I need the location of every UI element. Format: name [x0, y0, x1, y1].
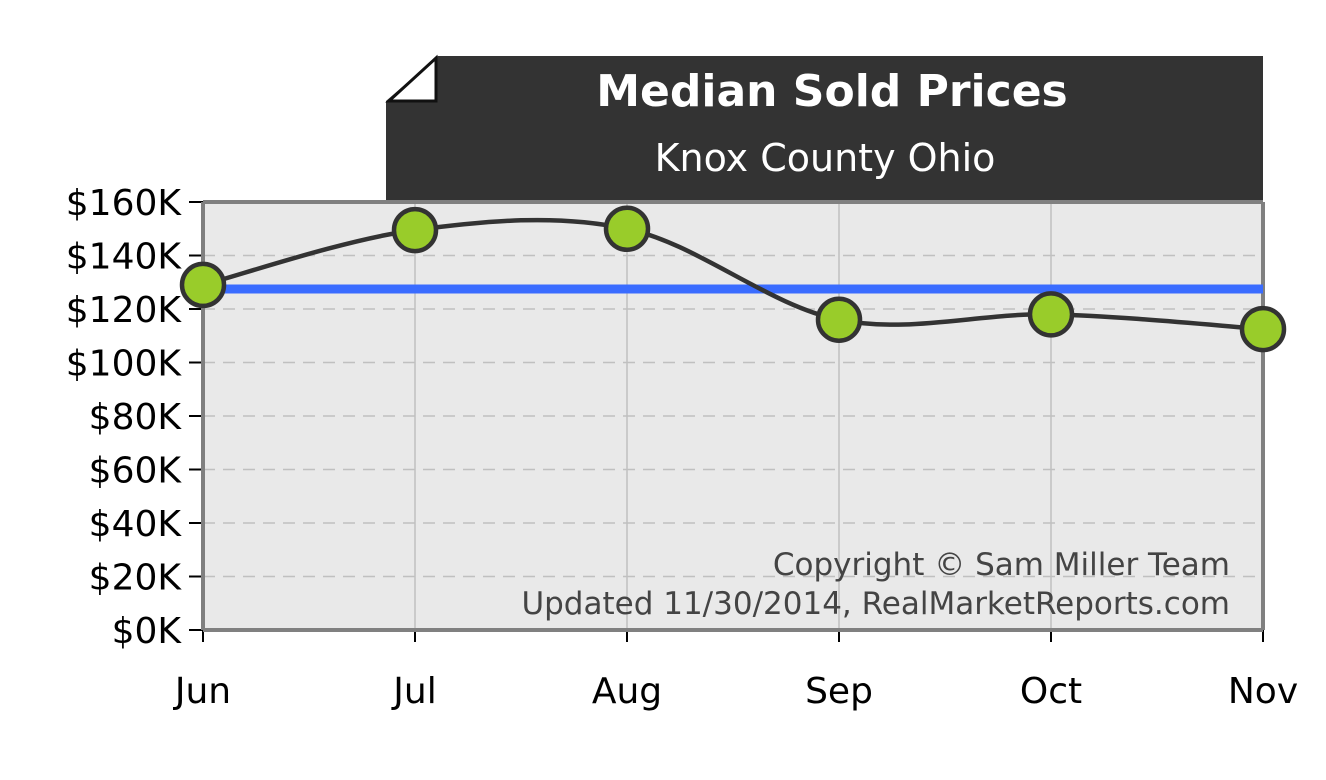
data-point	[815, 296, 863, 343]
data-point	[603, 205, 651, 252]
data-point	[1027, 291, 1075, 338]
y-axis: $0K $20K $40K $60K $80K $100K $120K $140K $160K	[66, 183, 203, 652]
folded-corner	[385, 54, 438, 103]
x-tick-label: Nov	[1228, 671, 1298, 712]
data-point	[391, 206, 439, 254]
y-tick-label: $60K	[89, 451, 183, 492]
updated-annotation: Updated 11/30/2014, RealMarketReports.co…	[521, 586, 1230, 622]
y-tick-label: $160K	[66, 183, 183, 224]
y-tick-label: $100K	[66, 344, 183, 385]
chart-title: Median Sold Prices	[596, 66, 1068, 117]
y-tick-label: $140K	[66, 237, 183, 278]
y-tick-label: $20K	[89, 558, 183, 599]
grid	[203, 202, 1263, 630]
x-tick-label: Jul	[391, 671, 436, 712]
data-point	[179, 261, 227, 309]
copyright-annotation: Copyright © Sam Miller Team	[773, 547, 1230, 583]
y-tick-label: $120K	[66, 290, 183, 331]
series	[179, 205, 1287, 353]
median-price-line	[202, 217, 1264, 332]
title-banner	[386, 56, 1263, 200]
data-point	[1239, 305, 1287, 353]
y-tick-label: $80K	[89, 397, 183, 438]
x-axis: Jun Jul Aug Sep Oct Nov	[173, 630, 1298, 712]
x-tick-label: Jun	[173, 671, 231, 712]
x-tick-label: Aug	[592, 671, 662, 712]
x-tick-label: Sep	[805, 671, 873, 712]
y-tick-label: $40K	[89, 504, 183, 545]
x-tick-label: Oct	[1020, 671, 1082, 712]
chart-subtitle: Knox County Ohio	[655, 136, 996, 180]
y-tick-label: $0K	[112, 611, 183, 652]
